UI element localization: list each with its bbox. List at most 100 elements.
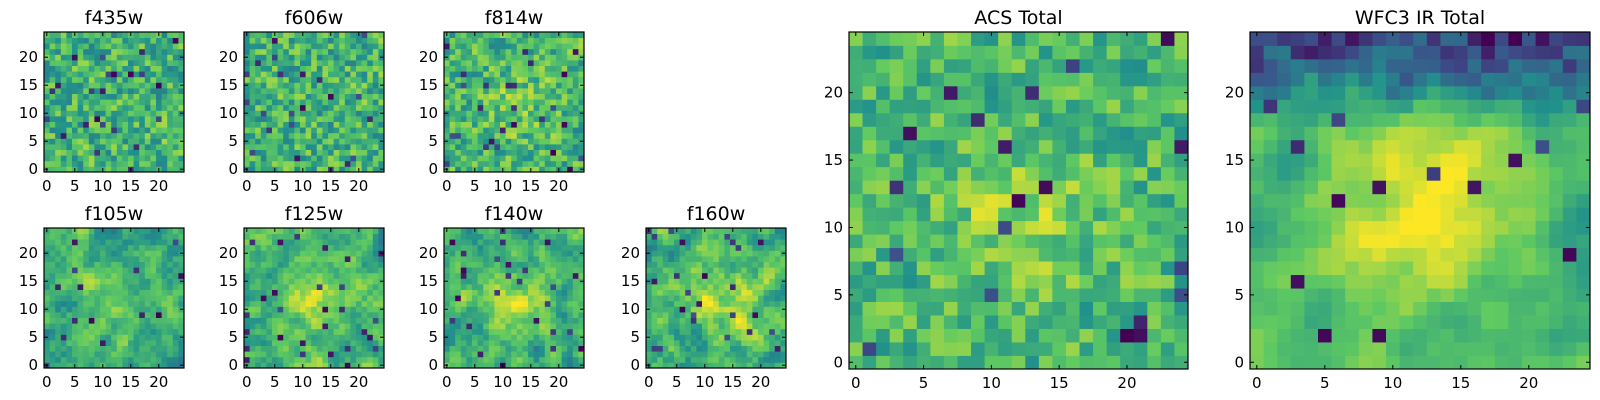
heatmap-cell [488,356,495,363]
heatmap-cell [272,244,278,251]
heatmap-cell [449,144,456,150]
heatmap-cell [255,256,262,262]
heatmap-cell [339,323,346,330]
heatmap-cell [477,323,484,330]
heatmap-cell [60,228,67,234]
heatmap-cell [522,104,529,111]
heatmap-cell [49,261,56,268]
heatmap-cell [156,256,162,262]
heatmap-cell [735,306,742,313]
heatmap-cell [746,295,753,302]
heatmap-cell [1052,315,1067,329]
heatmap-cell [378,272,385,279]
heatmap-cell [72,48,78,55]
heatmap-cell [316,110,323,117]
heatmap-cell [339,362,346,369]
heatmap-cell [466,312,473,318]
heatmap-cell [300,250,306,257]
heatmap-cell [100,110,106,117]
heatmap-cell [350,261,357,268]
heatmap-cell [903,193,918,208]
heatmap-cell [49,295,56,302]
heatmap-cell [55,32,62,38]
heatmap-cell [294,239,301,246]
heatmap-cell [696,306,703,313]
heatmap-cell [378,116,385,122]
heatmap-cell [288,356,295,363]
heatmap-cell [668,284,675,290]
heatmap-cell [139,116,146,122]
heatmap-cell [328,127,334,134]
heatmap-cell [328,149,334,156]
heatmap-cell [288,284,295,290]
heatmap-cell [702,244,708,251]
heatmap-cell [283,250,290,257]
heatmap-cell [266,256,273,262]
heatmap-cell [178,32,185,38]
heatmap-cell [651,300,658,307]
heatmap-cell [550,328,557,335]
heatmap-cell [1106,207,1121,222]
heatmap-cell [44,295,50,302]
heatmap-cell [539,278,546,285]
heatmap-cell [511,250,518,257]
y-tick-label: 20 [219,48,238,66]
heatmap-cell [161,239,168,246]
heatmap-cell [539,261,546,268]
heatmap-cell [60,244,67,251]
heatmap-cell [460,132,467,139]
heatmap-cell [322,267,329,274]
heatmap-cell [361,104,368,111]
heatmap-cell [444,323,450,330]
heatmap-cell [288,295,295,302]
heatmap-cell [72,149,78,156]
heatmap-cell [55,99,62,106]
heatmap-cell [122,88,129,94]
heatmap-cell [1106,342,1121,356]
heatmap-cell [116,267,123,274]
heatmap-cell [350,48,357,55]
panel-title: f105w [85,203,144,225]
heatmap-cell [662,334,669,341]
heatmap-cell [88,76,95,83]
heatmap-cell [662,306,669,313]
heatmap-cell [657,306,664,313]
heatmap-cell [100,289,106,296]
heatmap-cell [83,82,90,89]
heatmap-cell [272,37,278,44]
heatmap-cell [260,295,267,302]
heatmap-cell [662,233,669,240]
heatmap-cell [372,228,379,234]
heatmap-cell [111,160,118,167]
heatmap-cell [984,328,999,343]
heatmap-cell [668,228,675,234]
heatmap-cell [539,300,546,307]
heatmap-cell [122,356,129,363]
heatmap-cell [444,121,450,128]
heatmap-cell [539,244,546,251]
heatmap-cell [55,295,62,302]
heatmap-cell [367,76,374,83]
heatmap-cell [344,345,351,352]
heatmap-cell [133,233,140,240]
heatmap-cell [460,328,467,335]
heatmap-cell [849,315,863,329]
heatmap-cell [133,362,140,369]
heatmap-cell [294,300,301,307]
heatmap-cell [111,351,118,358]
heatmap-cell [876,315,891,329]
heatmap-cell [156,149,162,156]
heatmap-cell [88,334,95,341]
heatmap-cell [88,244,95,251]
heatmap-cell [494,284,501,290]
heatmap-cell [255,93,262,100]
heatmap-cell [556,284,562,290]
heatmap-cell [260,93,267,100]
heatmap-cell [311,82,318,89]
heatmap-cell [556,76,562,83]
heatmap-cell [305,278,312,285]
heatmap-cell [378,76,385,83]
heatmap-cell [266,138,273,145]
heatmap-cell [984,315,999,329]
heatmap-cell [679,244,686,251]
